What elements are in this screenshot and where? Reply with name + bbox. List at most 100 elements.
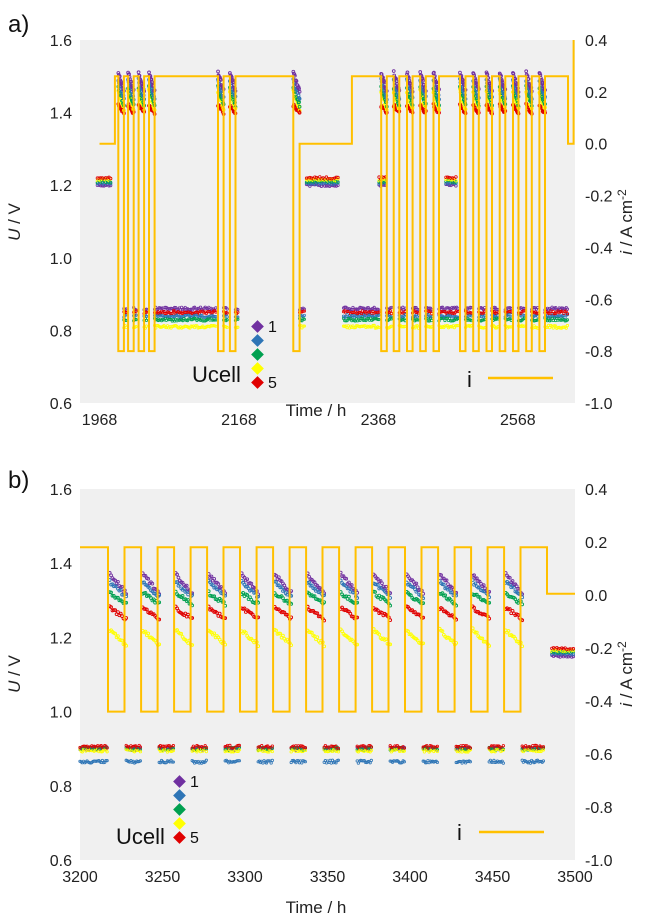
- pulse-point: [516, 586, 520, 591]
- pulse-point: [274, 628, 278, 633]
- y-axis-label-b: U / V: [5, 654, 24, 692]
- ocv-points-a: [95, 175, 458, 188]
- idle-point: [144, 310, 149, 314]
- pulse-point: [150, 581, 155, 586]
- idle-point: [501, 748, 505, 752]
- y-tick-label: 1.4: [50, 106, 72, 123]
- pulse-point: [480, 636, 485, 641]
- y-tick-label: 1.2: [50, 178, 72, 195]
- ocv-point: [306, 180, 310, 185]
- idle-point: [301, 324, 305, 328]
- y-tick-label: 1.4: [50, 556, 72, 573]
- y2-tick-label: -0.2: [585, 641, 613, 658]
- y-tick-label: 1.6: [50, 33, 72, 50]
- idle-point: [489, 760, 494, 764]
- idle-point: [163, 761, 167, 765]
- idle-point: [468, 760, 472, 764]
- pulse-point: [444, 578, 449, 583]
- pulse-point: [312, 594, 317, 598]
- pulse-point: [179, 631, 184, 636]
- y-tick-label: 0.6: [50, 853, 72, 870]
- pulse-point: [440, 576, 445, 581]
- legend-ucell-label: Ucell: [192, 362, 241, 387]
- ocv-point: [326, 184, 330, 188]
- pulse-point: [176, 575, 181, 580]
- idle-point: [528, 761, 533, 765]
- idle-point: [270, 749, 274, 754]
- legend-last-label: 5: [268, 375, 277, 392]
- idle-point: [270, 758, 274, 762]
- ocv-point: [336, 177, 340, 181]
- x-tick-label: 3200: [62, 869, 98, 886]
- pulse-point: [109, 605, 113, 609]
- pulse-point: [114, 595, 119, 600]
- idle-point: [389, 315, 394, 319]
- idle-point: [267, 759, 271, 763]
- pulse-point: [281, 633, 285, 638]
- idle-point: [171, 760, 175, 764]
- ocv-point: [454, 175, 458, 179]
- pulse-point: [407, 632, 412, 637]
- idle-point: [204, 747, 208, 751]
- idle-point: [565, 307, 570, 311]
- idle-point: [402, 746, 406, 750]
- y2-tick-label: -0.4: [585, 694, 613, 711]
- pulse-point: [473, 581, 478, 586]
- pulse-point: [243, 584, 248, 589]
- ocv-point: [336, 180, 340, 184]
- idle-point: [295, 759, 299, 763]
- pulse-point: [524, 69, 529, 74]
- ocv-point: [447, 175, 452, 180]
- idle-point: [565, 323, 570, 328]
- ocv-point: [558, 652, 562, 656]
- idle-point: [330, 758, 335, 762]
- idle-point: [336, 750, 340, 754]
- pulse-point: [146, 631, 151, 636]
- pulse-point: [113, 631, 118, 636]
- idle-point: [377, 317, 381, 322]
- pulse-point: [439, 573, 443, 577]
- idle-point: [104, 759, 108, 763]
- y-tick-label: 1.2: [50, 630, 72, 647]
- y2-tick-label: 0.4: [585, 33, 607, 50]
- y2-axis-label-a: i / A cm-2: [615, 189, 636, 255]
- ocv-point: [571, 648, 576, 653]
- pulse-point: [347, 580, 351, 585]
- pulse-point: [309, 609, 314, 613]
- pulse-point: [274, 580, 278, 584]
- current-line-a: [99, 40, 575, 353]
- idle-point: [389, 324, 394, 328]
- ocv-point: [304, 176, 309, 180]
- pulse-point: [278, 631, 283, 636]
- pulse-point: [377, 593, 382, 598]
- idle-point: [170, 760, 174, 764]
- idle-point: [302, 317, 306, 321]
- pulse-point: [414, 581, 419, 586]
- pulse-point: [309, 583, 314, 588]
- pulse-point: [340, 574, 344, 578]
- y-tick-label: 1.0: [50, 251, 72, 268]
- pulse-point: [279, 585, 284, 589]
- idle-point: [554, 306, 558, 310]
- y2-tick-label: -0.6: [585, 747, 613, 764]
- idle-point: [389, 311, 394, 316]
- idle-point: [162, 308, 166, 312]
- idle-point: [480, 311, 484, 315]
- idle-point: [377, 325, 381, 330]
- y2-tick-label: -0.4: [585, 240, 613, 257]
- pulse-point: [274, 573, 278, 578]
- idle-point: [377, 310, 381, 314]
- pulse-point: [245, 577, 250, 582]
- pulse-points-b: [107, 570, 525, 649]
- pulse-point: [506, 629, 511, 633]
- ocv-point: [324, 181, 329, 185]
- y2-axis-label-b: i / A cm-2: [615, 641, 636, 707]
- axes-a: 1968 2168 2368 2568 0.6 0.8 1.0 1.2 1.4 1.6 -1.0 -0…: [50, 33, 613, 429]
- ocv-point: [329, 177, 334, 181]
- pulse-point: [218, 78, 223, 82]
- ocv-point: [454, 179, 458, 183]
- idle-point: [225, 311, 229, 315]
- panel-a-label: a): [8, 11, 29, 38]
- ocv-point: [556, 651, 561, 655]
